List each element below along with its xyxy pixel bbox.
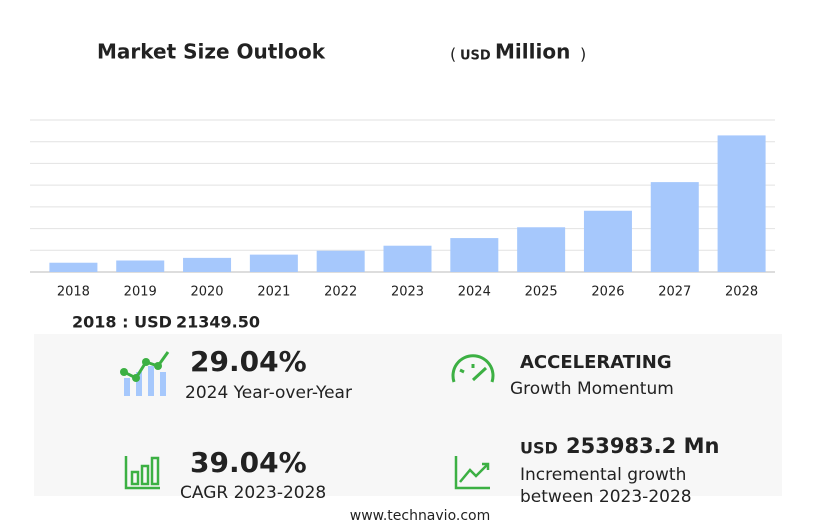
bar [383, 245, 432, 272]
bar [183, 257, 232, 272]
unit-label: Million [495, 40, 570, 64]
yoy-label: 2024 Year-over-Year [185, 383, 352, 403]
x-tick-label: 2020 [190, 285, 223, 300]
incremental-label: between 2023-2028 [520, 487, 692, 507]
bar [450, 238, 499, 272]
unit: USD [460, 49, 491, 64]
x-tick-label: 2024 [458, 285, 491, 300]
bar [249, 254, 298, 272]
base-label: 2018 : USD [72, 313, 172, 332]
incremental-icon [454, 456, 490, 490]
incremental-unit: USD [520, 439, 558, 458]
incremental-value: 253983.2 Mn [566, 434, 719, 458]
x-tick-label: 2028 [725, 285, 758, 300]
yoy-value: 29.04% [190, 345, 307, 378]
incremental-label: Incremental growth [520, 465, 686, 485]
cagr-value: 39.04% [190, 446, 307, 479]
bar [49, 262, 98, 272]
bar [583, 210, 632, 272]
yoy-icon [120, 351, 170, 396]
x-tick-label: 2021 [257, 285, 290, 300]
x-tick-label: 2022 [324, 285, 357, 300]
momentum-label: Growth Momentum [510, 379, 674, 399]
base-value: 21349.50 [176, 313, 260, 332]
chart-title: Market Size Outlook [97, 40, 326, 64]
unit-open: ( [450, 45, 456, 64]
x-tick-label: 2019 [124, 285, 157, 300]
momentum-value: ACCELERATING [520, 352, 672, 373]
momentum-icon [451, 354, 495, 383]
x-tick-label: 2025 [525, 285, 558, 300]
bar [116, 260, 165, 272]
bar [316, 250, 365, 272]
bar [650, 182, 699, 272]
x-tick-label: 2018 [57, 285, 90, 300]
footer: www.technavio.com [350, 508, 491, 524]
bar [517, 227, 566, 272]
bar [717, 135, 766, 272]
cagr-icon [124, 456, 160, 490]
unit-close: ) [580, 45, 586, 64]
x-tick-label: 2027 [658, 285, 691, 300]
x-tick-label: 2023 [391, 285, 424, 300]
cagr-label: CAGR 2023-2028 [180, 483, 326, 503]
x-tick-label: 2026 [591, 285, 624, 300]
